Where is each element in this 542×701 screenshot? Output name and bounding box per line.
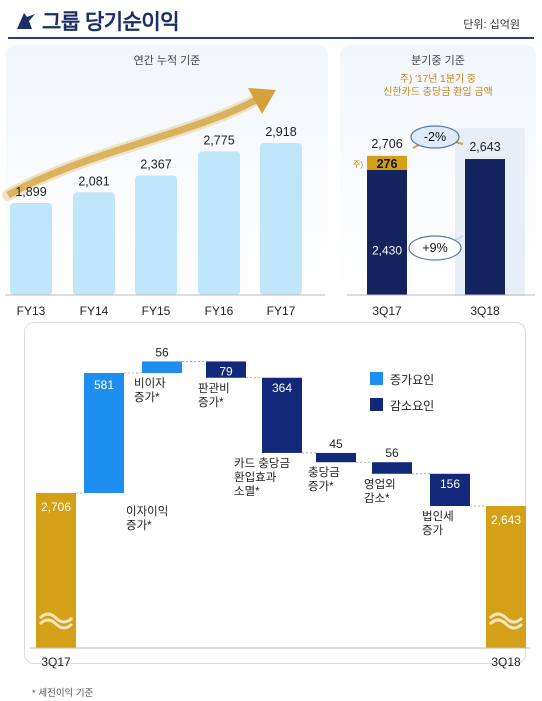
axis-break-icon (488, 618, 524, 630)
quarterly-value-base-3q17: 2,430 (372, 244, 402, 258)
waterfall-bar-5 (316, 452, 356, 463)
waterfall-bar-7 (430, 473, 470, 507)
waterfall-xlabel-2-line-1: 증가* (134, 391, 160, 404)
waterfall-xlabel-3-line-0: 판관비 (198, 382, 230, 395)
annual-value-fy17: 2,918 (265, 125, 296, 139)
waterfall-xlabel-3-line-1: 증가* (198, 396, 224, 409)
quarterly-bar-base-3q17 (367, 170, 407, 295)
axis-break-icon (488, 612, 524, 624)
waterfall-xlabel-5-line-0: 충당금 (308, 466, 340, 479)
header-logo-icon (14, 9, 38, 31)
waterfall-xlabel-4-line-1: 환입효과 (234, 471, 277, 484)
quarterly-bar-top-3q17 (367, 155, 407, 170)
waterfall-xlabel-5-line-1: 증가* (308, 480, 334, 493)
waterfall-panel (24, 322, 526, 664)
waterfall-xlabel-4-line-0: 카드 충당금 (234, 457, 290, 470)
quarterly-xlabel-3q17: 3Q17 (372, 304, 402, 318)
waterfall-xlabel-6-line-1: 감소* (364, 492, 390, 505)
quarterly-note-line1: 주) '17년 1분기 중 (399, 74, 477, 85)
annual-value-fy15: 2,367 (140, 157, 171, 171)
annual-xlabel-fy14: FY14 (80, 304, 109, 318)
waterfall-value-8: 2,643 (491, 513, 521, 527)
change-base-label: +9% (422, 241, 447, 255)
trend-arrow (6, 96, 258, 199)
legend-decrease-swatch (370, 398, 383, 411)
quarterly-chart: 276 주) 2,430 2,706 3Q17 2,643 3Q18 -2% +9% (347, 125, 535, 318)
legend-decrease-label: 감소요인 (390, 399, 435, 413)
waterfall-xlabel-0: 3Q17 (41, 655, 71, 669)
legend-increase-label: 증가요인 (390, 373, 435, 387)
axis-break-icon (38, 612, 74, 624)
waterfall-xlabel-7-line-0: 법인세 (422, 510, 454, 523)
quarterly-total-3q17: 2,706 (371, 137, 402, 151)
waterfall-value-1: 581 (94, 378, 114, 392)
quarterly-note-marker: 주) (353, 160, 363, 169)
waterfall-xlabel-8: 3Q18 (491, 655, 521, 669)
waterfall-bar-1 (84, 373, 124, 493)
change-total-label: -2% (424, 130, 446, 144)
quarterly-value-top-3q17: 276 (377, 157, 398, 171)
waterfall-value-7: 156 (440, 477, 460, 491)
waterfall-value-0: 2,706 (41, 500, 71, 514)
quarterly-note-line2: 신한카드 충당금 환입 금액 (383, 87, 493, 98)
waterfall-xlabel-4-line-2: 소멸* (234, 485, 260, 498)
annual-bar-fy14 (73, 192, 115, 295)
annual-value-fy14: 2,081 (78, 174, 109, 188)
waterfall-value-5: 45 (329, 437, 343, 451)
unit-label: 단위: 십억원 (463, 19, 520, 31)
footnote: * 세전이익 기준 (32, 688, 94, 699)
page-title: 그룹 당기순이익 (42, 11, 180, 34)
annual-xlabel-fy16: FY16 (205, 304, 234, 318)
annual-subtitle: 연간 누적 기준 (133, 55, 201, 67)
trend-arrow-head (248, 88, 276, 114)
waterfall-xlabel-6-line-0: 영업외 (364, 478, 396, 491)
legend-increase-swatch (370, 372, 383, 385)
waterfall-xlabel-2-line-0: 비이자 (134, 377, 166, 390)
waterfall-xlabel-7-line-1: 증가 (422, 524, 444, 537)
annual-bar-fy17 (260, 143, 302, 295)
change-base-bubble (408, 235, 462, 261)
annual-xlabel-fy17: FY17 (267, 304, 296, 318)
axis-break-icon (38, 618, 74, 630)
quarterly-bar-base-3q18 (465, 159, 505, 295)
waterfall-xlabel-1-line-1: 증가* (126, 519, 152, 532)
waterfall-bar-3 (206, 361, 246, 378)
change-total-bubble (410, 125, 460, 149)
annual-bar-fy15 (135, 175, 177, 295)
waterfall-value-3: 79 (219, 364, 233, 378)
waterfall-value-4: 364 (272, 381, 292, 395)
header-divider (8, 37, 534, 39)
annual-bar-fy16 (198, 151, 240, 295)
quarterly-subtitle: 분기중 기준 (411, 55, 465, 67)
quarterly-note: 주) '17년 1분기 중 신한카드 충당금 환입 금액 (340, 73, 536, 99)
annual-value-fy13: 1,899 (15, 185, 46, 199)
waterfall-chart: 2,7063Q17581이자이익증가*56비이자증가*79판관비증가*364카드… (30, 345, 530, 669)
waterfall-bar-2 (142, 361, 182, 373)
annual-xlabel-fy13: FY13 (17, 304, 46, 318)
waterfall-value-2: 56 (155, 345, 169, 359)
annual-chart: 1,899 FY13 2,081 FY14 2,367 FY15 2,775 FY16 2,91… (2, 88, 325, 318)
quarterly-xlabel-3q18: 3Q18 (470, 304, 500, 318)
annual-value-fy16: 2,775 (203, 133, 234, 147)
annual-bar-fy13 (10, 203, 52, 295)
waterfall-bar-4 (262, 377, 302, 453)
waterfall-xlabel-1-line-0: 이자이익 (126, 505, 168, 518)
waterfall-bar-6 (372, 462, 412, 474)
quarterly-total-3q18: 2,643 (469, 140, 500, 154)
waterfall-value-6: 56 (385, 446, 399, 460)
annual-xlabel-fy15: FY15 (142, 304, 171, 318)
